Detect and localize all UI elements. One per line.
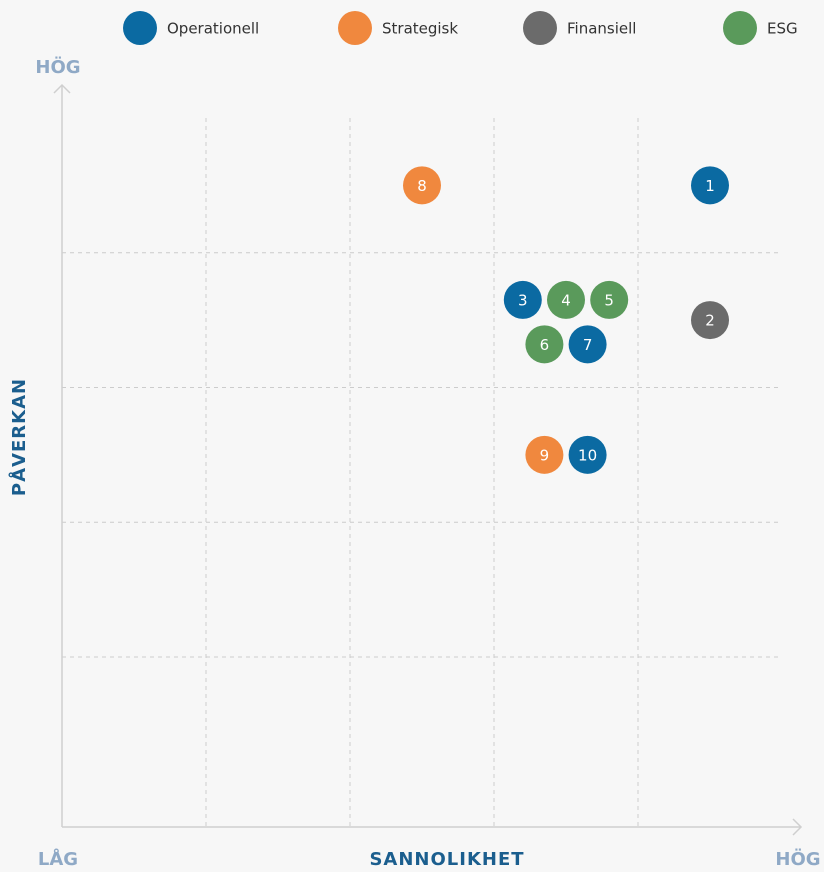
y-high-label: HÖG	[35, 56, 80, 78]
legend: Operationell Strategisk Finansiell ESG	[123, 11, 798, 45]
risk-label: 3	[518, 291, 528, 309]
risk-point	[691, 166, 729, 205]
x-axis-arrow	[792, 818, 803, 836]
risk-label: 8	[417, 177, 427, 195]
legend-swatch	[523, 11, 557, 45]
legend-label: Finansiell	[567, 20, 636, 38]
points: 1 3 7 10 8 9 2 4 5 6	[403, 166, 729, 474]
risk-label: 4	[561, 291, 571, 309]
x-low-label: LÅG	[38, 847, 78, 870]
risk-label: 7	[583, 336, 593, 354]
risk-point	[525, 325, 564, 364]
grid	[62, 118, 782, 827]
risk-point	[503, 280, 542, 319]
risk-label: 10	[578, 446, 597, 464]
risk-label: 6	[540, 336, 550, 354]
risk-point	[691, 301, 729, 340]
x-high-label: HÖG	[775, 848, 820, 870]
legend-label: ESG	[767, 20, 798, 38]
risk-point	[525, 435, 564, 474]
legend-label: Operationell	[167, 20, 259, 38]
risk-point	[403, 166, 441, 205]
risk-point	[568, 435, 607, 474]
risk-label: 9	[540, 446, 550, 464]
risk-label: 1	[705, 177, 715, 195]
legend-swatch	[338, 11, 372, 45]
risk-point	[547, 280, 585, 319]
legend-label: Strategisk	[382, 20, 458, 38]
risk-label: 5	[604, 291, 614, 309]
y-axis-title: PÅVERKAN	[7, 378, 30, 496]
risk-label: 2	[705, 312, 715, 330]
legend-swatch	[123, 11, 157, 45]
legend-swatch	[723, 11, 757, 45]
x-axis-title: SANNOLIKHET	[369, 849, 524, 870]
y-axis-arrow	[53, 83, 71, 94]
risk-point	[568, 325, 607, 364]
risk-point	[590, 280, 629, 319]
